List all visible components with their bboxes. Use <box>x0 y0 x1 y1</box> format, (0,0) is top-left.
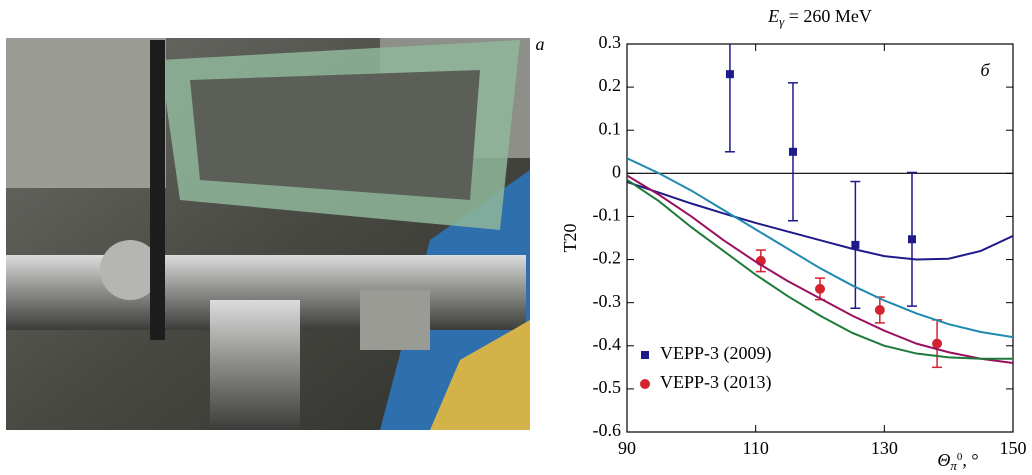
y-tick-label: 0 <box>612 161 621 181</box>
panel-label: б <box>980 60 990 80</box>
x-tick-label: 150 <box>1000 438 1027 458</box>
y-tick-label: -0.4 <box>593 334 622 354</box>
x-tick-label: 90 <box>618 438 636 458</box>
plot-frame <box>626 43 1014 433</box>
x-tick-label: 110 <box>742 438 768 458</box>
y-tick-label: -0.2 <box>593 248 622 268</box>
curve <box>627 174 1013 365</box>
y-tick-label: 0.1 <box>599 118 622 138</box>
title-sub: γ <box>779 14 785 29</box>
xlabel-unit: , ° <box>962 450 978 470</box>
y-tick-label: -0.1 <box>593 205 622 225</box>
xlabel-symbol: Θ <box>937 450 950 470</box>
xlabel-sup: 0 <box>957 451 963 463</box>
y-tick-label: 0.2 <box>599 75 622 95</box>
y-tick-label: -0.3 <box>593 291 622 311</box>
title-symbol: E <box>767 6 779 26</box>
x-axis-label: Θπ0, ° <box>937 450 978 473</box>
curve <box>627 178 1013 360</box>
data-point <box>788 147 797 156</box>
data-point <box>932 338 943 349</box>
y-tick-label: -0.5 <box>593 377 622 397</box>
xlabel-sub: π <box>950 458 957 473</box>
chart-title: Eγ = 260 MeV <box>767 6 872 29</box>
y-tick-label: 0.3 <box>599 32 622 52</box>
data-point <box>851 240 860 249</box>
title-rest: = 260 MeV <box>784 6 872 26</box>
y-tick-label: -0.6 <box>593 420 622 440</box>
curve <box>627 181 1013 261</box>
data-point <box>874 304 885 315</box>
legend-label: VEPP-3 (2009) <box>660 343 772 364</box>
legend-label: VEPP-3 (2013) <box>660 372 772 393</box>
data-point <box>725 70 734 79</box>
y-axis-label: T20 <box>560 224 580 253</box>
data-point <box>907 235 916 244</box>
curve <box>627 157 1013 339</box>
legend-marker <box>641 351 649 359</box>
photo <box>6 38 530 430</box>
panel-label: а <box>536 34 545 54</box>
plot-area <box>627 44 1013 369</box>
data-point <box>815 283 825 294</box>
legend-marker <box>640 379 650 389</box>
x-tick-label: 130 <box>871 438 898 458</box>
